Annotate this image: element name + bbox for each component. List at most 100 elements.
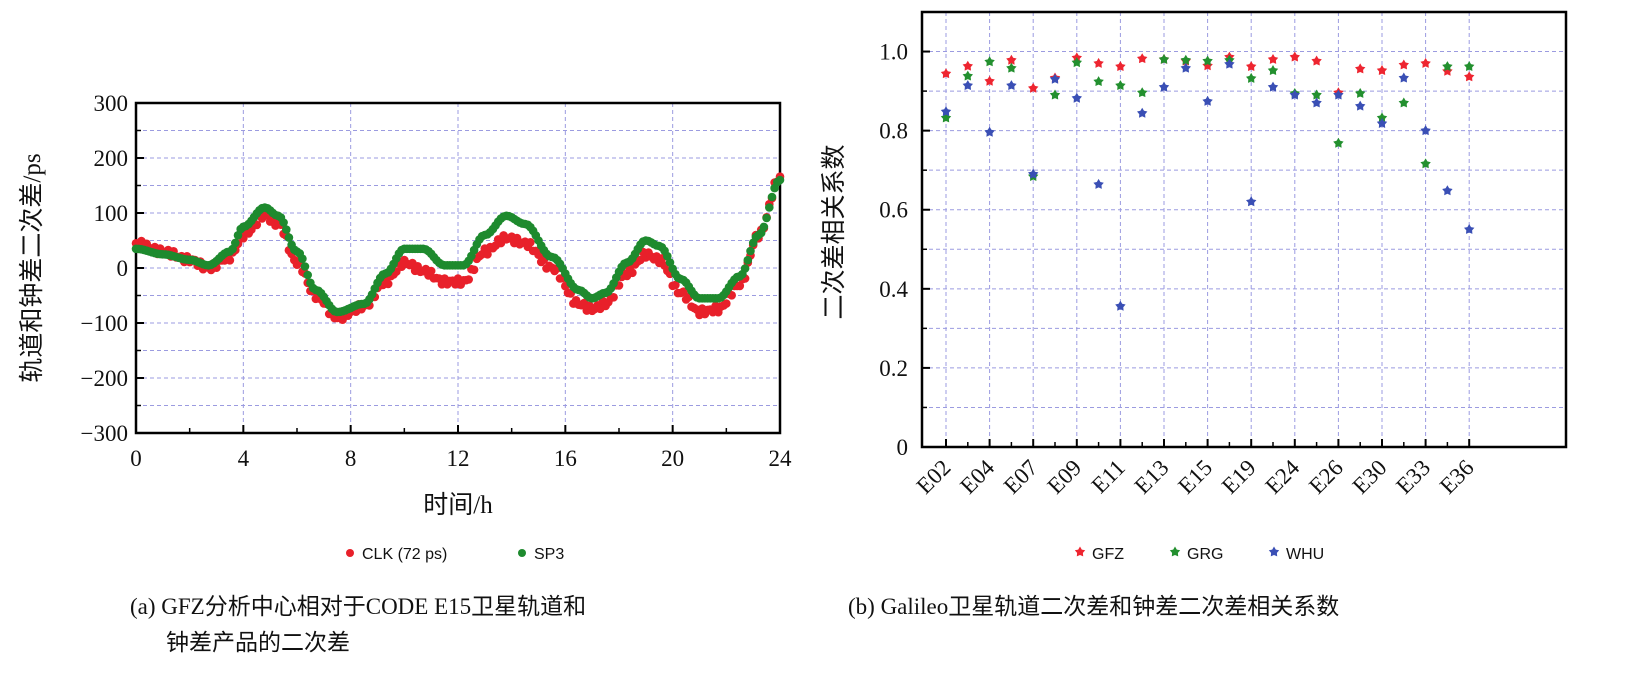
- data-point: [1464, 61, 1475, 71]
- legend-marker-clk: [346, 549, 354, 557]
- legend-marker-whu: [1268, 546, 1280, 557]
- x-tick-label: E15: [1173, 455, 1217, 499]
- data-point: [1246, 72, 1257, 83]
- data-point: [1158, 54, 1170, 64]
- data-point: [740, 264, 750, 273]
- x-tick-label: E07: [999, 455, 1043, 499]
- data-point: [464, 275, 474, 284]
- data-point: [984, 56, 995, 67]
- x-tick-label: 12: [447, 446, 470, 471]
- data-point: [765, 203, 774, 212]
- plot-frame: [920, 10, 1568, 449]
- data-point: [759, 222, 769, 232]
- legend-label-gfz: GFZ: [1092, 546, 1124, 563]
- data-point: [303, 270, 313, 280]
- data-point: [722, 299, 731, 308]
- data-point: [1093, 76, 1104, 86]
- data-point: [984, 126, 995, 137]
- data-point: [1158, 81, 1170, 92]
- y-tick-label: 0.8: [879, 119, 908, 144]
- x-tick-label: 0: [130, 446, 142, 471]
- data-point: [746, 246, 755, 256]
- data-point: [469, 265, 479, 275]
- data-point: [1311, 89, 1322, 100]
- data-point: [1442, 185, 1453, 196]
- data-point: [743, 255, 753, 265]
- chart-b-legend: GFZ GRG WHU: [1074, 546, 1324, 563]
- legend-label-whu: WHU: [1286, 546, 1324, 563]
- x-tick-label: E13: [1130, 455, 1174, 499]
- legend-marker-gfz: [1074, 546, 1086, 557]
- data-point: [1464, 71, 1475, 82]
- data-point: [1115, 61, 1126, 71]
- x-tick-label: E24: [1260, 455, 1304, 499]
- data-point: [1049, 73, 1061, 84]
- chart-a-ylabel: 轨道和钟差二次差/ps: [18, 153, 46, 382]
- data-point: [1246, 196, 1257, 207]
- data-point: [1442, 65, 1453, 76]
- chart-a-legend: CLK (72 ps) SP3: [346, 546, 564, 563]
- data-point: [1071, 92, 1082, 103]
- data-point: [1202, 55, 1213, 66]
- data-point: [1137, 87, 1148, 98]
- data-point: [1420, 158, 1431, 169]
- data-point: [284, 233, 294, 242]
- data-point: [1006, 54, 1017, 65]
- x-tick-label: E30: [1348, 455, 1392, 499]
- data-point: [1115, 300, 1126, 311]
- y-tick-label: −100: [81, 311, 128, 336]
- data-point: [483, 250, 492, 259]
- data-point: [1289, 89, 1300, 100]
- data-point: [1093, 178, 1104, 189]
- data-point: [1267, 65, 1279, 75]
- data-point: [1093, 57, 1104, 68]
- data-point: [962, 80, 973, 90]
- data-point: [940, 112, 952, 123]
- y-tick-label: 0.2: [879, 356, 908, 381]
- y-tick-label: 0: [897, 435, 909, 460]
- x-tick-label: 20: [661, 446, 684, 471]
- data-point: [679, 287, 688, 297]
- chart-a-xlabel: 时间/h: [423, 491, 493, 519]
- data-point: [775, 175, 785, 185]
- data-point: [1333, 137, 1344, 148]
- y-tick-label: 0.6: [879, 198, 908, 223]
- data-point: [962, 60, 973, 71]
- data-point: [1398, 97, 1409, 108]
- data-point: [300, 262, 310, 271]
- x-tick-label: E02: [912, 455, 956, 499]
- data-point: [1202, 60, 1213, 71]
- data-point: [1224, 58, 1235, 69]
- data-point: [609, 293, 618, 302]
- data-point: [1137, 107, 1148, 118]
- series-sp3: [131, 175, 785, 317]
- x-tick-label: E04: [955, 455, 999, 499]
- x-tick-label: E09: [1042, 455, 1086, 499]
- data-point: [1267, 81, 1279, 92]
- x-tick-label: 16: [554, 446, 577, 471]
- y-tick-label: 200: [94, 146, 129, 171]
- y-tick-label: −200: [81, 366, 128, 391]
- data-point: [1376, 112, 1388, 123]
- data-point: [1028, 168, 1039, 179]
- data-point: [1398, 72, 1409, 83]
- chart-b-caption: (b) Galileo卫星轨道二次差和钟差二次差相关系数: [848, 594, 1339, 619]
- chart-a-caption-line1: (a) GFZ分析中心相对于CODE E15卫星轨道和: [130, 594, 586, 619]
- data-point: [1311, 97, 1322, 108]
- data-point: [735, 281, 745, 291]
- y-tick-label: 0: [117, 256, 129, 281]
- data-point: [1049, 89, 1061, 100]
- y-tick-label: 0.4: [879, 277, 908, 302]
- data-point: [1311, 55, 1322, 66]
- x-tick-label: E11: [1087, 455, 1130, 498]
- x-tick-label: 24: [769, 446, 793, 471]
- data-point: [1420, 125, 1431, 136]
- y-tick-label: −300: [81, 421, 128, 446]
- chart-b: 0 0.2 0.4 0.6 0.8 1.0 E02 E04 E07 E09 E11 E13 E15 E19…: [879, 10, 1568, 499]
- data-point: [940, 68, 952, 79]
- data-point: [225, 255, 235, 265]
- data-point: [762, 213, 771, 223]
- data-point: [1180, 62, 1191, 73]
- x-tick-label: E26: [1304, 455, 1348, 499]
